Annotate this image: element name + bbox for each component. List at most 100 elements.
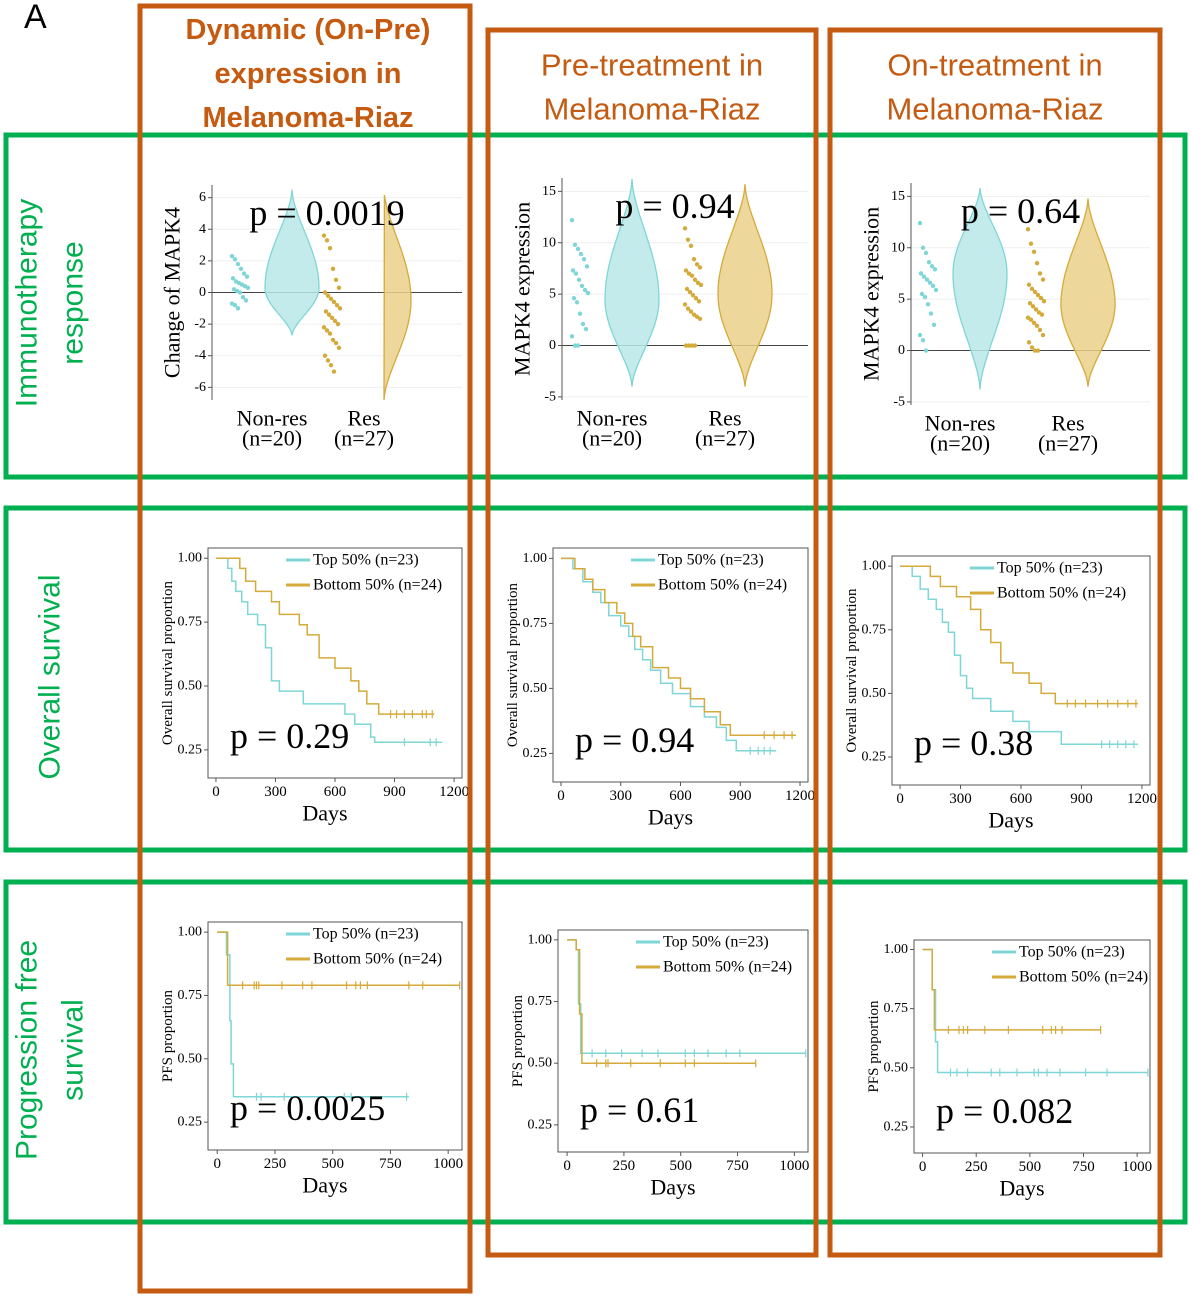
y-tick-label: 0.75 [178,615,203,630]
legend-label: Bottom 50% (n=24) [997,585,1126,602]
data-point [238,266,244,271]
x-tick-label: 1000 [779,1158,809,1174]
data-point [917,332,923,338]
data-point [924,277,930,282]
data-point [583,326,589,332]
column-header-line: On-treatment in [887,48,1102,83]
data-point [688,243,694,249]
y-tick-label: 1.00 [523,551,548,566]
violin-non-res [952,188,1008,390]
p-value-label: p = 0.94 [615,186,734,226]
data-point [330,337,336,343]
category-n-label: (n=27) [695,426,755,451]
data-point [920,245,926,250]
y-tick-label: 0.50 [178,679,203,694]
data-point [1030,304,1036,309]
data-point [232,302,238,308]
x-tick-label: 300 [264,784,287,800]
row-box-3 [3,879,1188,1225]
data-point [235,261,241,267]
survival-curve-bottom [217,931,460,987]
y-tick-label: -4 [194,348,206,363]
y-tick-label: 1.00 [862,559,887,574]
column-box-1 [137,3,473,1294]
y-tick-label: 0 [549,338,556,353]
y-tick-label: 1.00 [178,551,203,566]
x-tick-label: 1200 [785,788,815,804]
data-point [682,226,688,231]
row-box-2 [3,505,1188,853]
data-point [334,302,340,308]
y-tick-label: 0.25 [523,746,548,761]
data-point [923,250,929,256]
violin-chart-r1c1: -6 -4 -2 0 2 4 6 Change of MAPK4 Non-res(n=20) Re… [160,185,462,451]
data-point [333,277,339,283]
row-header-1: Immunotherapy response [11,199,90,407]
y-tick-label: -2 [194,317,206,332]
data-point [1040,277,1046,282]
y-tick-label: 0.25 [178,742,203,757]
data-point [1027,301,1033,306]
data-point [229,253,235,259]
legend-label: Top 50% (n=23) [313,552,419,569]
data-point [324,238,330,243]
x-tick-label: 250 [965,1159,988,1175]
y-axis-label: Overall survival proportion [844,588,860,753]
data-point [573,271,579,276]
data-point [922,294,928,300]
data-point [1025,227,1031,232]
x-tick-label: 0 [896,791,904,807]
x-tick-label: 600 [324,784,347,800]
data-point [572,242,578,248]
x-tick-label: 750 [379,1156,402,1172]
data-point [581,256,587,262]
data-point [696,299,702,304]
data-point [1039,312,1045,317]
category-n-label: (n=27) [1038,431,1098,456]
y-tick-label: 0.50 [862,686,887,701]
data-point [578,251,584,257]
p-value-label: p = 0.0019 [249,193,404,233]
y-tick-label: 0.75 [884,1001,909,1016]
y-tick-label: 0.50 [884,1060,909,1075]
data-point [928,311,934,316]
column-header-line: Melanoma-Riaz [543,92,760,127]
y-axis-label: MAPK4 expression [510,202,535,376]
data-point [691,256,697,262]
data-point [241,271,247,276]
data-point [323,309,329,314]
category-label: Res [1052,411,1085,436]
data-point [688,309,694,314]
x-axis-label: Days [648,805,693,830]
data-point [687,289,693,295]
y-tick-label: 10 [891,240,905,255]
y-tick-label: 0 [898,343,905,358]
x-tick-label: 0 [563,1158,571,1174]
y-tick-label: -5 [893,394,905,409]
survival-curve-bottom [567,939,756,1064]
data-point [326,312,332,317]
data-point [336,285,342,290]
data-point [232,257,238,262]
data-point [1031,320,1037,325]
legend-label: Top 50% (n=23) [313,926,419,943]
p-value-label: p = 0.082 [936,1091,1073,1131]
data-point [328,363,334,368]
survival-chart-r3c3: 0.25 0.50 0.75 1.00 0 250 500 750 1000 Days PFS pr… [866,939,1152,1201]
y-tick-label: 1.00 [528,932,553,947]
x-tick-label: 500 [1019,1159,1042,1175]
data-point [576,277,582,282]
data-point [1032,289,1038,295]
data-point [933,287,939,293]
data-point [575,246,581,252]
x-tick-label: 1000 [1122,1159,1152,1175]
legend-label: Bottom 50% (n=24) [313,951,442,968]
row-header-2: Overall survival [34,574,67,779]
y-axis-label: PFS proportion [866,1000,882,1093]
data-point [921,274,927,279]
y-tick-label: 0.25 [178,1115,203,1130]
data-point [697,316,703,322]
data-point [333,340,339,346]
data-point [331,369,337,374]
